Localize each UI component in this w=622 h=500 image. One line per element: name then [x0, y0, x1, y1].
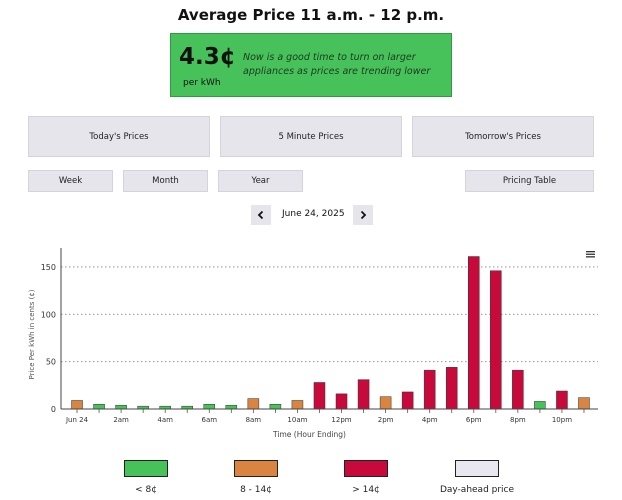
price-banner: 4.3¢ per kWh Now is a good time to turn … [170, 33, 452, 97]
bar-jun-24[interactable] [71, 400, 83, 410]
bar-8am[interactable] [247, 398, 260, 410]
bar-2am[interactable] [115, 404, 127, 410]
tab-todays-prices[interactable]: Today's Prices [28, 116, 210, 157]
page-title: Average Price 11 a.m. - 12 p.m. [177, 6, 445, 24]
y-tick-label: 150 [41, 263, 56, 272]
bar-2pm[interactable] [379, 396, 392, 410]
current-price: 4.3¢ [179, 44, 236, 70]
next-date-button[interactable] [353, 205, 373, 225]
range-week-button[interactable]: Week [28, 170, 113, 192]
legend-swatch-low [124, 460, 168, 477]
bar-12pm[interactable] [335, 393, 348, 410]
bar-6am[interactable] [203, 404, 216, 410]
bar-11pm[interactable] [578, 397, 590, 410]
x-tick-label: 8pm [510, 416, 526, 424]
range-year-button[interactable]: Year [218, 170, 303, 192]
legend-label-mid: 8 - 14¢ [240, 485, 272, 495]
bar-9pm[interactable] [534, 401, 546, 410]
tab-5-minute-prices[interactable]: 5 Minute Prices [220, 116, 402, 157]
legend-swatch-high [344, 460, 388, 477]
chart-menu-button[interactable] [586, 249, 596, 259]
legend-label-day-ahead: Day-ahead price [439, 485, 515, 495]
chart-bars [71, 256, 590, 410]
legend-swatch-day-ahead [455, 460, 499, 477]
legend-label-low: < 8¢ [135, 485, 157, 495]
current-date: June 24, 2025 [282, 209, 345, 219]
bar-7am[interactable] [225, 404, 238, 410]
x-tick-label: 2pm [378, 416, 394, 424]
bar-9am[interactable] [269, 404, 282, 410]
y-tick-label: 50 [46, 358, 56, 367]
range-month-button[interactable]: Month [123, 170, 208, 192]
legend-label-high: > 14¢ [352, 485, 380, 495]
price-unit: per kWh [183, 78, 221, 88]
bar-8pm[interactable] [512, 369, 524, 410]
y-axis-ticks: 0 50 100 150 [41, 263, 56, 414]
x-axis-ticks: Jun 24 2am 4am 6am 8am 10am 12pm 2pm 4pm 6pm 8pm 10… [65, 409, 585, 424]
bar-6pm[interactable] [468, 256, 480, 410]
bar-1pm[interactable] [357, 379, 370, 410]
hamburger-menu-icon [586, 251, 595, 258]
x-tick-label: 2am [113, 416, 129, 424]
x-tick-label: 6pm [466, 416, 482, 424]
bar-10am[interactable] [291, 400, 304, 410]
x-axis-label: Time (Hour Ending) [272, 430, 346, 439]
bar-7pm[interactable] [490, 270, 502, 410]
chart-gridlines [61, 266, 598, 363]
x-tick-label: 4pm [422, 416, 438, 424]
bar-11am[interactable] [313, 382, 326, 410]
prev-date-button[interactable] [251, 205, 271, 225]
bar-3pm[interactable] [401, 391, 414, 410]
chevron-left-icon [257, 210, 264, 220]
x-tick-label: 8am [246, 416, 262, 424]
bar-5pm[interactable] [445, 367, 458, 410]
price-chart: 0 50 100 150 Jun 24 2am 4am 6am 8am 10am 12pm 2pm 4… [28, 248, 598, 439]
x-tick-label: 10pm [552, 416, 572, 424]
bar-10pm[interactable] [556, 390, 568, 410]
y-tick-label: 100 [41, 310, 56, 319]
x-tick-label: 12pm [331, 416, 351, 424]
legend-swatch-mid [234, 460, 278, 477]
x-tick-label: Jun 24 [65, 416, 89, 424]
pricing-table-button[interactable]: Pricing Table [465, 170, 594, 192]
x-tick-label: 6am [201, 416, 217, 424]
x-tick-label: 10am [287, 416, 307, 424]
y-tick-label: 0 [51, 405, 56, 414]
x-tick-label: 4am [157, 416, 173, 424]
chevron-right-icon [360, 210, 367, 220]
y-axis-label: Price Per kWh in cents (¢) [28, 289, 36, 379]
price-advice: Now is a good time to turn on larger app… [243, 52, 431, 77]
tab-tomorrows-prices[interactable]: Tomorrow's Prices [412, 116, 594, 157]
bar-4pm[interactable] [423, 369, 436, 410]
bar-1am[interactable] [93, 404, 105, 410]
